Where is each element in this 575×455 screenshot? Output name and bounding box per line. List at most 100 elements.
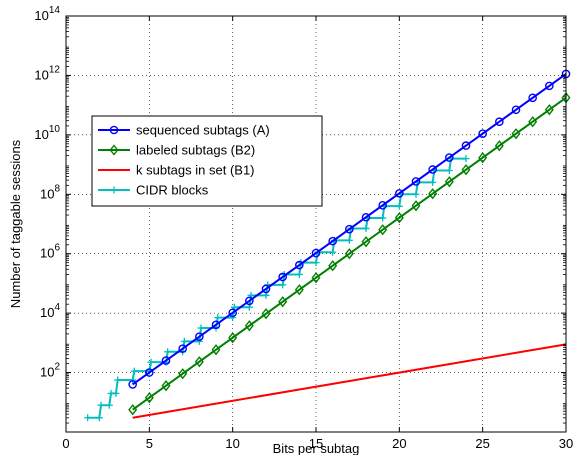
- data-point: [378, 224, 388, 236]
- data-point: [428, 165, 437, 174]
- series-0: [128, 69, 571, 389]
- data-point: [412, 190, 420, 198]
- data-point: [114, 376, 122, 384]
- data-point: [329, 248, 337, 256]
- data-point: [261, 284, 271, 294]
- data-point: [344, 248, 354, 260]
- y-tick-labels: 102 104 106 108 1010 1012 1014: [34, 5, 60, 380]
- data-point: [261, 308, 271, 320]
- data-point: [345, 224, 354, 234]
- data-point: [145, 368, 154, 377]
- tick-marks: [65, 15, 567, 432]
- x-tick-label: 25: [475, 436, 489, 451]
- data-point: [105, 401, 113, 409]
- data-point: [478, 129, 487, 138]
- legend-label: CIDR blocks: [136, 183, 209, 198]
- legend-item: CIDR blocks: [98, 183, 209, 198]
- data-point: [195, 332, 204, 341]
- data-point: [544, 104, 554, 116]
- x-tick-label: 0: [62, 436, 69, 451]
- data-point: [462, 155, 470, 163]
- data-point: [445, 153, 454, 162]
- legend-label: sequenced subtags (A): [136, 123, 270, 138]
- data-point: [211, 320, 221, 330]
- data-point: [180, 337, 188, 345]
- data-point: [461, 141, 471, 150]
- data-point: [211, 344, 221, 356]
- data-point: [444, 176, 454, 188]
- y-axis-label: Number of taggable sessions: [8, 139, 23, 308]
- data-point: [278, 272, 287, 282]
- series-line: [132, 343, 567, 419]
- y-tick-label: 1012: [34, 64, 60, 82]
- data-point: [161, 380, 171, 392]
- x-tick-label: 20: [392, 436, 406, 451]
- legend-box: [91, 115, 323, 207]
- series-2: [132, 343, 567, 419]
- data-point: [478, 152, 488, 164]
- y-tick-label: 1014: [34, 5, 60, 23]
- data-point: [494, 140, 504, 152]
- data-point: [295, 260, 304, 270]
- legend-marker: [109, 144, 119, 156]
- data-point: [279, 281, 287, 289]
- data-point: [345, 236, 353, 244]
- data-point: [312, 259, 320, 267]
- data-point: [128, 380, 137, 389]
- data-point: [429, 178, 437, 186]
- data-point: [95, 414, 103, 422]
- data-point: [528, 116, 538, 128]
- data-point: [361, 212, 371, 222]
- data-point: [130, 367, 138, 375]
- data-point: [328, 260, 338, 272]
- data-point: [214, 314, 222, 322]
- data-point: [194, 356, 204, 368]
- data-point: [195, 337, 203, 345]
- data-point: [229, 314, 237, 322]
- series-layer: [84, 69, 571, 422]
- data-point: [461, 164, 471, 176]
- data-point: [147, 358, 155, 366]
- data-point: [178, 368, 188, 380]
- data-point: [379, 214, 387, 222]
- legend-item: k subtags in set (B1): [98, 163, 255, 178]
- data-point: [511, 105, 521, 115]
- legend: sequenced subtags (A) labeled subtags (B2…: [91, 115, 323, 207]
- data-point: [394, 212, 404, 224]
- series-line: [132, 96, 567, 411]
- data-point: [164, 348, 172, 356]
- legend-item: sequenced subtags (A): [98, 123, 270, 138]
- x-tick-label: 10: [225, 436, 239, 451]
- data-point: [278, 296, 288, 308]
- data-point: [411, 177, 421, 186]
- data-point: [495, 117, 504, 127]
- data-point: [378, 201, 387, 210]
- data-point: [178, 344, 187, 353]
- grid-lines: [66, 16, 566, 432]
- data-point: [395, 202, 403, 210]
- data-point: [395, 189, 404, 198]
- data-point: [328, 236, 337, 246]
- data-point: [311, 272, 321, 284]
- data-point: [511, 128, 521, 140]
- x-tick-label: 15: [309, 436, 323, 451]
- y-tick-label: 104: [40, 302, 60, 320]
- x-tick-label: 5: [146, 436, 153, 451]
- legend-label: k subtags in set (B1): [136, 163, 255, 178]
- series-line: [132, 73, 567, 386]
- y-tick-label: 102: [40, 362, 60, 380]
- data-point: [245, 296, 254, 306]
- data-point: [161, 356, 171, 365]
- data-point: [129, 376, 137, 384]
- y-tick-label: 1010: [34, 124, 60, 142]
- legend-marker: [110, 186, 118, 194]
- data-point: [311, 248, 321, 258]
- data-point: [84, 414, 92, 422]
- data-point: [361, 236, 371, 248]
- x-tick-labels: 0 5 10 15 20 25 30: [62, 436, 573, 451]
- data-point: [144, 392, 154, 404]
- data-point: [228, 332, 238, 344]
- data-point: [244, 320, 254, 332]
- y-tick-label: 106: [40, 243, 60, 261]
